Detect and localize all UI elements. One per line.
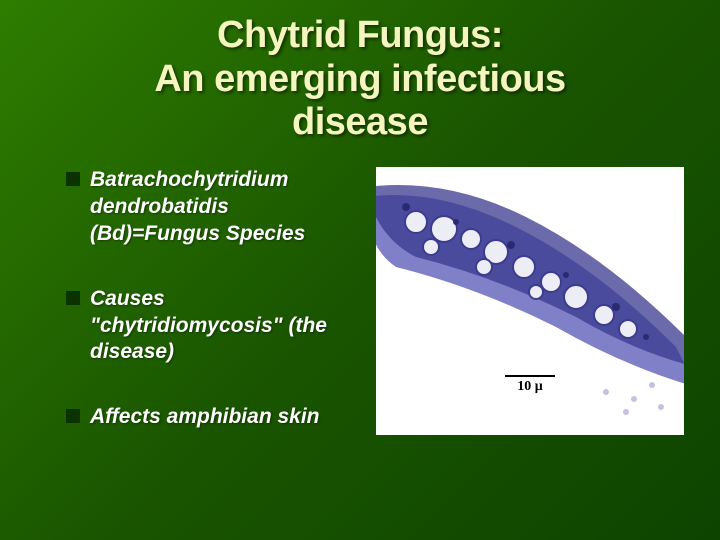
list-item: Batrachochytridium dendrobatidis (Bd)=Fu… bbox=[66, 167, 352, 248]
content-row: Batrachochytridium dendrobatidis (Bd)=Fu… bbox=[0, 145, 720, 469]
square-bullet-icon bbox=[66, 172, 80, 186]
scale-bar: 10 μ bbox=[505, 375, 555, 395]
scale-bar-label: 10 μ bbox=[505, 379, 555, 395]
microscopy-image: 10 μ bbox=[376, 167, 684, 435]
bullet-text: Affects amphibian skin bbox=[90, 404, 320, 431]
square-bullet-icon bbox=[66, 291, 80, 305]
slide-title: Chytrid Fungus: An emerging infectious d… bbox=[0, 0, 720, 145]
list-item: Affects amphibian skin bbox=[66, 404, 352, 431]
bullet-text: Batrachochytridium dendrobatidis (Bd)=Fu… bbox=[90, 167, 352, 248]
title-line-2: An emerging infectious bbox=[154, 58, 565, 100]
title-line-3: disease bbox=[292, 101, 428, 143]
square-bullet-icon bbox=[66, 409, 80, 423]
scale-bar-line bbox=[505, 375, 555, 377]
bullet-list: Batrachochytridium dendrobatidis (Bd)=Fu… bbox=[66, 167, 352, 469]
bullet-text: Causes "chytridiomycosis" (the disease) bbox=[90, 286, 352, 367]
title-line-1: Chytrid Fungus: bbox=[217, 14, 503, 56]
list-item: Causes "chytridiomycosis" (the disease) bbox=[66, 286, 352, 367]
